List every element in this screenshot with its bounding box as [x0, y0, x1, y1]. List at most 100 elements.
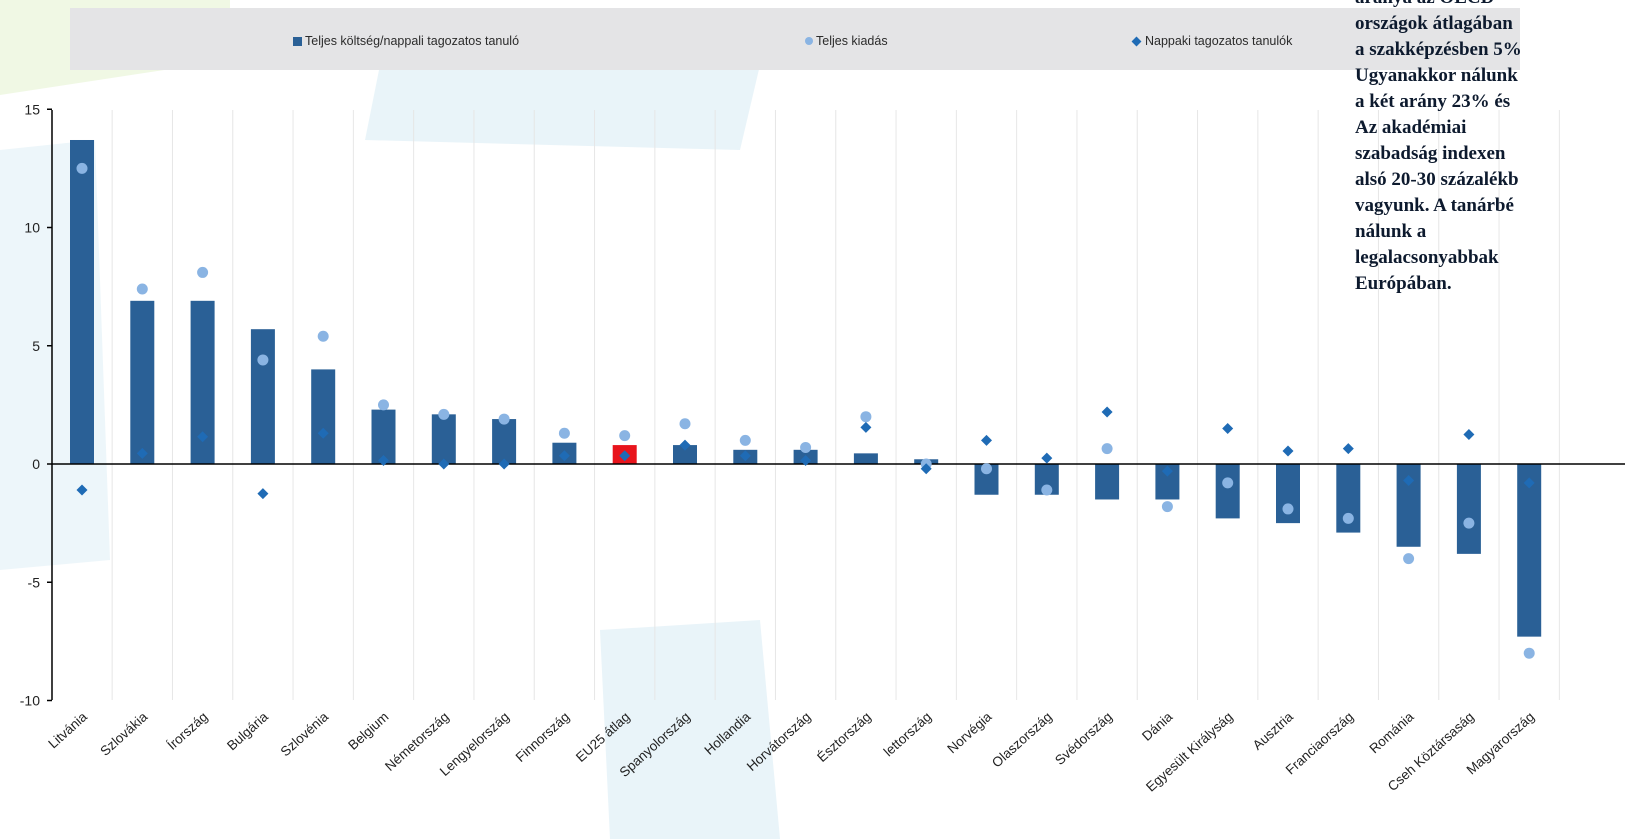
bar — [431, 414, 456, 464]
diamond-point — [438, 458, 450, 470]
side-note-line: Európában. — [1355, 273, 1452, 294]
diamond-point — [498, 458, 510, 470]
dot-point — [1403, 553, 1415, 565]
side-note-line: a két arány 23% és — [1355, 91, 1511, 112]
diamond-point — [317, 427, 329, 439]
dot-point — [981, 463, 992, 475]
bar — [311, 369, 336, 464]
x-tick-label: lettország — [881, 709, 935, 759]
side-note-line: vagyunk. A tanárbé — [1355, 195, 1514, 216]
dot-point — [1342, 512, 1354, 524]
diamond-point — [197, 431, 209, 443]
y-tick-label: 5 — [32, 338, 40, 354]
dot-point — [76, 162, 88, 174]
dot-point — [498, 413, 510, 425]
dot-point — [679, 418, 691, 430]
dot-point — [558, 427, 570, 439]
diamond-point — [860, 421, 872, 433]
y-tick-label: 10 — [24, 220, 40, 236]
dot-point — [1101, 443, 1113, 455]
side-note-line: szabadság indexen — [1355, 143, 1506, 164]
x-tick-label: Bulgária — [224, 709, 271, 754]
bar — [1517, 464, 1542, 637]
y-tick-label: 0 — [32, 456, 40, 472]
bar — [853, 453, 878, 464]
bar — [250, 329, 275, 464]
dot-point — [136, 283, 148, 295]
legend — [70, 8, 1520, 70]
x-tick-label: EU25 átlag — [573, 709, 633, 765]
diamond-point — [257, 488, 269, 500]
side-note-line: Ugyanakkor nálunk — [1355, 65, 1518, 86]
dot-point — [378, 399, 389, 411]
y-tick-label: 15 — [24, 101, 40, 117]
diamond-point — [1041, 452, 1053, 464]
y-tick-label: -5 — [28, 574, 41, 590]
dot-point — [438, 408, 450, 420]
diamond-point — [1342, 443, 1354, 455]
side-note-line: alsó 20-30 százalékb — [1355, 169, 1519, 190]
diamond-point — [679, 439, 691, 451]
legend-bar-swatch — [293, 36, 302, 46]
diamond-point — [981, 434, 992, 446]
dot-point — [800, 441, 812, 453]
x-tick-label: Szlovákia — [97, 709, 150, 759]
diamond-point — [1523, 477, 1535, 489]
x-tick-label: Szlovénia — [278, 709, 332, 760]
diamond-point — [1403, 475, 1415, 487]
legend-item-dot: Teljes kiadás — [805, 34, 888, 48]
x-tick-label: Ausztria — [1250, 709, 1297, 753]
x-tick-label: Belgium — [345, 709, 391, 753]
diamond-point — [76, 484, 88, 496]
dot-point — [619, 430, 631, 442]
dot-point — [1161, 501, 1173, 513]
diamond-point — [619, 450, 631, 462]
diamond-point — [558, 450, 570, 462]
bar — [130, 300, 155, 464]
side-note-text: aránya az OECD országok átlagában a szakké… — [1355, 0, 1625, 297]
y-tick-label: -10 — [20, 693, 40, 709]
side-note-line: nálunk a — [1355, 221, 1427, 242]
bar — [492, 419, 517, 464]
bar — [673, 445, 697, 464]
diamond-point — [136, 447, 148, 459]
legend-item-diamond: Nappaki tagozatos tanulók — [1131, 34, 1293, 48]
side-note-line: aránya az OECD — [1355, 0, 1625, 11]
legend-item-bar: Teljes költség/nappali tagozatos tanuló — [293, 34, 519, 48]
dot-point — [1282, 503, 1294, 515]
diamond-point — [1101, 406, 1113, 418]
legend-diamond-label: Nappaki tagozatos tanulók — [1145, 34, 1293, 48]
bar — [1095, 464, 1120, 500]
dot-point — [1463, 517, 1475, 529]
x-tick-label: Hollandia — [701, 709, 753, 758]
dot-point — [1523, 647, 1535, 659]
x-tick-label: Írország — [164, 709, 210, 753]
x-tick-label: Olaszország — [989, 709, 1055, 770]
side-note-line: Az akadémiai — [1355, 117, 1467, 138]
dot-point — [1222, 477, 1234, 489]
x-tick-label: Dánia — [1139, 709, 1176, 744]
side-note-line: legalacsonyabbak — [1355, 247, 1499, 268]
bar — [1215, 464, 1240, 519]
x-tick-label: Finnország — [513, 709, 573, 765]
bar — [1456, 464, 1481, 554]
side-note-line: a szakképzésben 5% — [1355, 39, 1522, 60]
x-tick-label: Észtország — [814, 709, 874, 765]
diamond-point — [920, 463, 932, 475]
x-tick-label: Litvánia — [45, 709, 90, 752]
dot-point — [1041, 484, 1053, 496]
x-tick-label: Norvégia — [944, 709, 995, 757]
side-note-line: országok átlagában — [1355, 13, 1513, 34]
x-tick-label: Románia — [1366, 709, 1417, 757]
bar — [70, 139, 94, 464]
diamond-point — [739, 450, 751, 462]
legend-bar-label: Teljes költség/nappali tagozatos tanuló — [305, 34, 520, 48]
dot-point — [739, 434, 751, 446]
diamond-point — [800, 454, 812, 466]
legend-dot-swatch — [805, 37, 813, 45]
diamond-point — [1282, 445, 1294, 457]
diamond-point — [1222, 423, 1234, 435]
diamond-point — [1463, 428, 1475, 440]
x-tick-label: Svédország — [1052, 709, 1115, 768]
